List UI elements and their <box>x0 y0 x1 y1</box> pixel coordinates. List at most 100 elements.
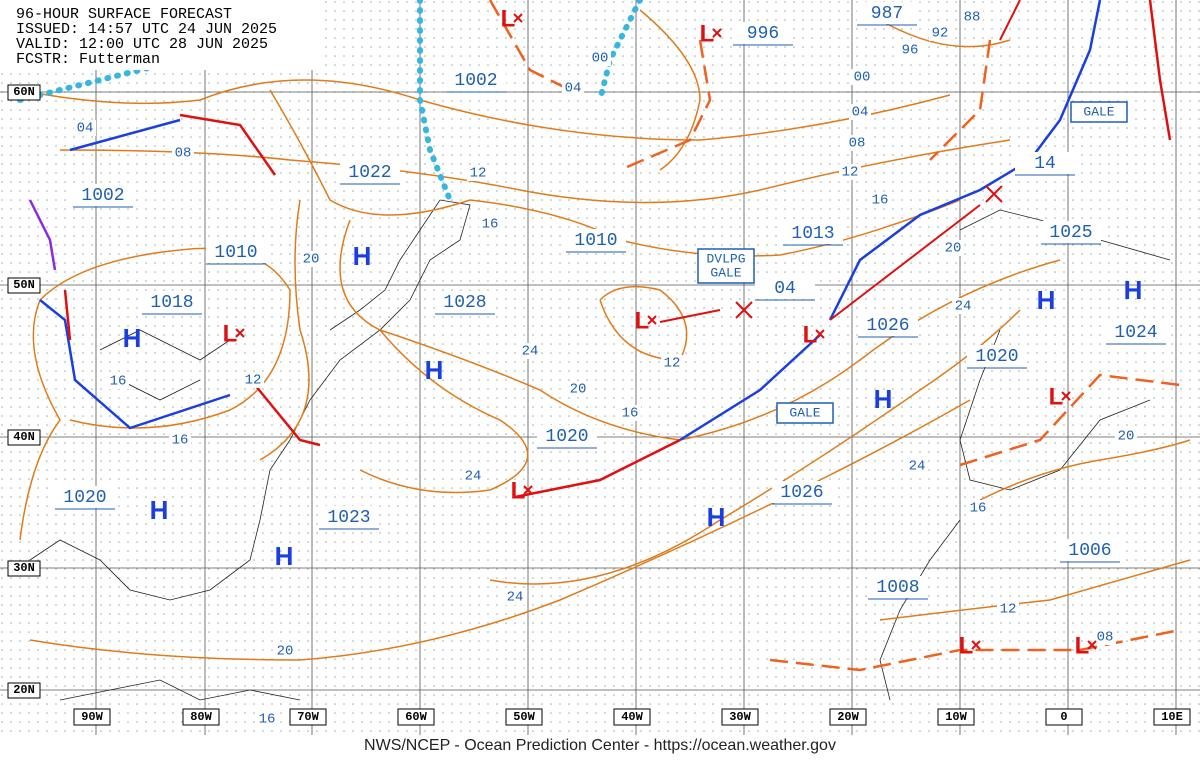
isobar-label-bg <box>1094 629 1116 645</box>
low-x <box>971 640 981 650</box>
footer: NWS/NCEP - Ocean Prediction Center - htt… <box>364 737 836 754</box>
lat-label: 50N <box>13 278 35 292</box>
isobar-label: 20 <box>1118 429 1135 445</box>
isobar-label-bg <box>1115 428 1137 444</box>
warning-text: GALE <box>789 405 820 420</box>
lon-label-box <box>182 708 220 726</box>
isobar-label-bg <box>172 145 194 161</box>
low-x <box>513 13 523 23</box>
warning-box <box>776 402 834 424</box>
center-pressure: 1006 <box>1068 541 1111 561</box>
lon-label: 90W <box>81 710 103 724</box>
lon-label: 20W <box>837 710 859 724</box>
isobar-label: 20 <box>945 241 962 257</box>
lon-label: 0 <box>1060 710 1067 724</box>
header-box <box>0 0 322 70</box>
low-x <box>235 328 245 338</box>
lon-label-box <box>73 708 111 726</box>
isobar-label: 20 <box>570 382 587 398</box>
isobar-label-bg <box>967 500 989 516</box>
lat-label: 60N <box>13 85 35 99</box>
header-line: VALID: 12:00 UTC 28 JUN 2025 <box>16 36 268 53</box>
pressure-bg <box>340 161 400 183</box>
storm-markers <box>735 185 1003 319</box>
isobar-label-bg <box>567 381 589 397</box>
center-pressure: 996 <box>747 24 779 44</box>
isobar-label: 88 <box>964 10 981 26</box>
lon-label: 80W <box>190 710 212 724</box>
header-line: FCSTR: Futterman <box>16 51 160 68</box>
isobar-label-bg <box>851 69 873 85</box>
low-center: L <box>803 321 818 348</box>
low-x <box>647 315 657 325</box>
pressure-bg <box>435 291 495 313</box>
isobar-label-bg <box>300 251 322 267</box>
pressure-bg <box>733 22 793 44</box>
warning-text: GALE <box>1083 104 1114 119</box>
low-x <box>1087 640 1097 650</box>
isobar-label-bg <box>519 343 541 359</box>
lon-label-box <box>613 708 651 726</box>
isobar-label-bg <box>952 298 974 314</box>
low-center: L <box>700 20 715 47</box>
center-pressure: 04 <box>774 279 796 299</box>
isobar-label: 08 <box>175 146 192 162</box>
isobar-label: 24 <box>465 469 482 485</box>
isobar-label: 08 <box>1097 630 1114 646</box>
lon-label: 40W <box>621 710 643 724</box>
isobar-label: 04 <box>852 105 869 121</box>
pressure-bg <box>783 222 843 244</box>
pressure-bg <box>206 241 266 263</box>
isobar-label: 96 <box>902 43 919 59</box>
isobar-label: 24 <box>955 299 972 315</box>
isobar-label-bg <box>899 42 921 58</box>
high-center: H <box>1124 275 1143 305</box>
low-center: L <box>1075 632 1090 659</box>
lon-label: 30W <box>729 710 751 724</box>
lat-label-box <box>7 682 41 699</box>
isobar-label-bg <box>74 120 96 136</box>
center-pressure: 1013 <box>791 224 834 244</box>
pressure-bg <box>772 481 832 503</box>
lon-label-box <box>721 708 759 726</box>
header-line: 96-HOUR SURFACE FORECAST <box>16 6 232 23</box>
high-center: H <box>275 541 294 571</box>
isobar-label: 16 <box>259 712 276 728</box>
center-pressure: 1008 <box>876 578 919 598</box>
isobar-label: 08 <box>849 136 866 152</box>
isobar-label-bg <box>274 643 296 659</box>
lat-label: 30N <box>13 561 35 575</box>
isobar-label-bg <box>997 601 1019 617</box>
center-pressure: 1025 <box>1049 223 1092 243</box>
lat-label-box <box>7 429 41 446</box>
lon-label-box <box>289 708 327 726</box>
pressure-bg <box>1015 152 1075 174</box>
low-center: L <box>511 477 526 504</box>
isobar-label: 20 <box>277 644 294 660</box>
center-pressure: 1002 <box>454 71 497 91</box>
warning-box <box>1070 101 1128 123</box>
isobar-label-bg <box>942 240 964 256</box>
pressure-bg <box>1060 539 1120 561</box>
isobar-label-bg <box>589 50 611 66</box>
isobar-label: 12 <box>245 373 262 389</box>
pressure-bg <box>446 69 506 91</box>
low-center: L <box>223 320 238 347</box>
high-center: H <box>353 241 372 271</box>
center-pressure: 1023 <box>327 508 370 528</box>
lon-label-box <box>1045 708 1083 726</box>
pressure-bg <box>868 576 928 598</box>
isobar-label-bg <box>906 458 928 474</box>
lat-label: 40N <box>13 430 35 444</box>
isobar-label: 24 <box>909 459 926 475</box>
center-pressure: 1028 <box>443 293 486 313</box>
warning-box <box>697 248 755 284</box>
pressure-bg <box>566 229 626 251</box>
isobar-label: 00 <box>854 70 871 86</box>
lon-label-box <box>1153 708 1191 726</box>
isobar-label: 16 <box>110 374 127 390</box>
isobar-label: 16 <box>970 501 987 517</box>
center-pressure: 1020 <box>975 347 1018 367</box>
warning-text: DVLPG <box>706 251 745 266</box>
